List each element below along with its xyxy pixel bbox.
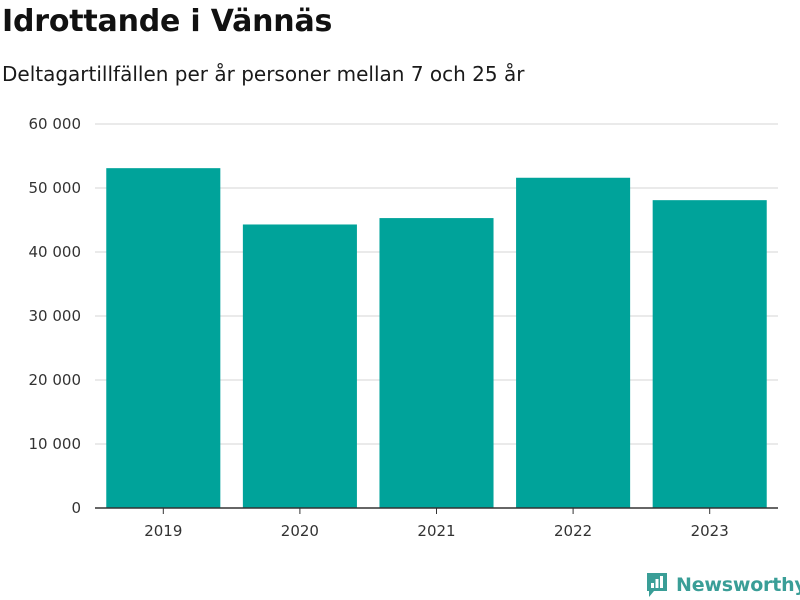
bar-2023 xyxy=(652,200,767,508)
chart-subtitle: Deltagartillfällen per år personer mella… xyxy=(2,62,525,86)
bars xyxy=(106,168,767,509)
x-tick-label: 2021 xyxy=(417,522,455,540)
bar-2022 xyxy=(516,177,631,508)
y-tick-label: 10 000 xyxy=(29,435,82,453)
y-tick-label: 40 000 xyxy=(29,243,82,261)
bar-2020 xyxy=(242,224,357,509)
bar-2019 xyxy=(106,168,221,508)
bar-chart: 0 10 000 20 000 30 000 40 000 50 000 60 000 20… xyxy=(29,115,778,540)
newsworthy-logo-icon xyxy=(647,573,667,597)
chart-title: Idrottande i Vännäs xyxy=(2,4,333,39)
y-tick-label: 30 000 xyxy=(29,307,82,325)
bar-2021 xyxy=(379,218,494,508)
y-tick-label: 0 xyxy=(71,499,81,517)
y-tick-label: 20 000 xyxy=(29,371,82,389)
x-tick-label: 2022 xyxy=(554,522,592,540)
brand-name: Newsworthy xyxy=(676,574,800,596)
y-axis-labels: 0 10 000 20 000 30 000 40 000 50 000 60 000 xyxy=(29,115,82,517)
newsworthy-brand: Newsworthy xyxy=(645,571,800,599)
x-tick-label: 2023 xyxy=(691,522,729,540)
x-axis: 2019 2020 2021 2022 2023 xyxy=(95,507,778,540)
y-tick-label: 60 000 xyxy=(29,115,82,133)
x-tick-label: 2020 xyxy=(281,522,319,540)
x-tick-label: 2019 xyxy=(144,522,182,540)
y-tick-label: 50 000 xyxy=(29,179,82,197)
